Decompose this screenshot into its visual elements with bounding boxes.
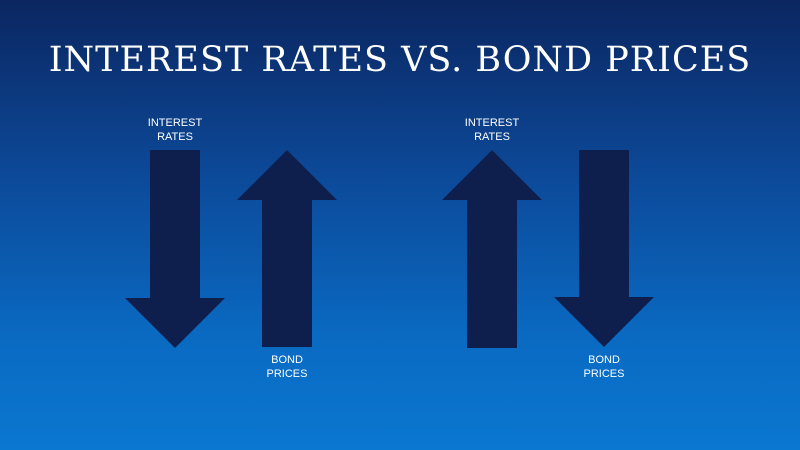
scenario-1-bond-prices-label-line2: PRICES	[266, 368, 308, 380]
scenario-1-interest-rates-label-line1: INTEREST	[147, 117, 203, 129]
scenario-1-bond-prices-label: BOND PRICES	[242, 353, 332, 381]
scenario-1-bond-prices-label-line1: BOND	[271, 354, 303, 366]
scenario-1-interest-rates-label: INTEREST RATES	[130, 116, 220, 144]
scenario-2-bond-prices-label-line2: PRICES	[583, 368, 625, 380]
slide-title: INTEREST RATES VS. BOND PRICES	[48, 40, 752, 80]
scenario-2-bond-prices-label-line1: BOND	[588, 354, 620, 366]
scenario-2-interest-rates-label-line2: RATES	[474, 131, 510, 143]
scenario-2-bond-prices-label: BOND PRICES	[559, 353, 649, 381]
scenario-2-bond-prices-down-arrow-icon	[554, 150, 654, 347]
scenario-1-interest-rates-label-line2: RATES	[157, 131, 193, 143]
scenario-2-interest-rates-up-arrow-icon	[442, 150, 542, 348]
scenario-1-bond-prices-up-arrow-icon	[237, 150, 337, 347]
scenario-2-interest-rates-label: INTEREST RATES	[447, 116, 537, 144]
scenario-1-interest-rates-down-arrow-icon	[125, 150, 225, 348]
scenario-2-interest-rates-label-line1: INTEREST	[464, 117, 520, 129]
